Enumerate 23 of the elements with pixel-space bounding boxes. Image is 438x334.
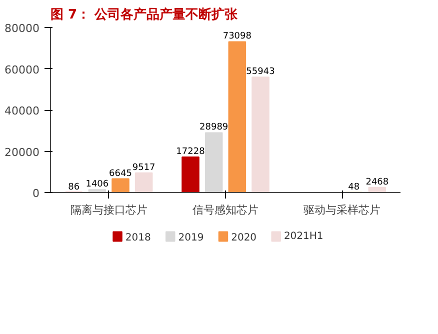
y-tick-label: 40000	[4, 104, 40, 118]
legend-label: 2018	[125, 232, 151, 244]
data-label: 28989	[200, 122, 228, 133]
y-tick-label: 60000	[4, 63, 40, 76]
data-label: 86	[68, 182, 80, 192]
x-tick-label: 信号感知芯片	[192, 204, 258, 216]
legend-label: 2021H1	[284, 231, 324, 242]
legend-label: 2019	[178, 232, 204, 244]
y-tick-label: 20000	[4, 146, 40, 159]
data-label: 48	[348, 182, 360, 192]
x-tick-label: 隔离与接口芯片	[70, 204, 148, 216]
y-tick-label: 0	[32, 187, 40, 200]
data-label: 55943	[246, 67, 275, 78]
data-label: 9517	[132, 162, 156, 173]
data-label: 1406	[86, 180, 109, 190]
x-tick-label: 驱动与采样芯片	[304, 204, 381, 216]
data-label: 6645	[109, 168, 132, 179]
data-label: 73098	[222, 32, 252, 42]
y-tick-label: 80000	[4, 22, 40, 35]
legend-label: 2020	[231, 232, 257, 244]
data-label: 17228	[176, 146, 206, 157]
chart-title: 图 7： 公司各产品产量不断扩张	[50, 6, 239, 22]
data-label: 2468	[366, 177, 389, 188]
